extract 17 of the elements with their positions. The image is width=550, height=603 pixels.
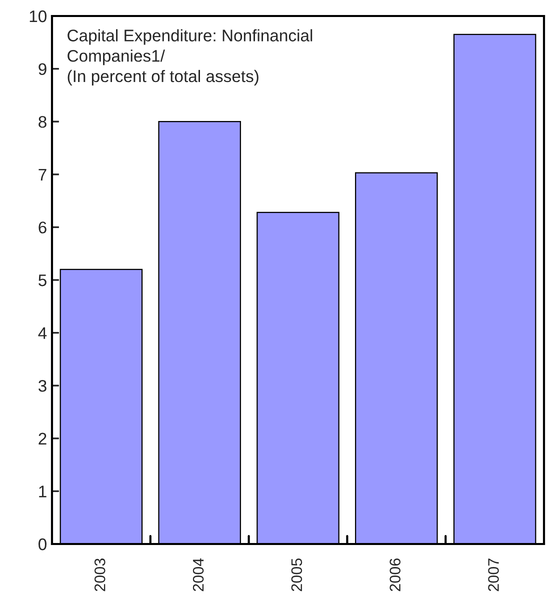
x-tick-label: 2003 [94,558,106,592]
y-tick-label: 6 [38,222,46,234]
y-tick-label: 9 [38,63,46,76]
y-tick-label: 10 [30,10,46,22]
y-tick-label: 5 [38,274,46,286]
x-tick-label: 2007 [488,558,499,592]
y-tick-label: 4 [38,327,47,339]
y-tick-label: 1 [39,486,46,498]
x-tick-label: 2005 [291,558,302,592]
x-tick-label: 2004 [192,558,204,592]
y-tick-label: 0 [38,538,46,550]
y-tick-label: 2 [38,432,46,444]
y-tick-label: 8 [38,116,46,128]
text: Capital Expenditure: Nonfinancial Companies1/ (In percent of total assets) [68,29,312,86]
x-tick-label: 2006 [390,558,400,592]
y-tick-label: 3 [38,380,46,392]
y-tick-label: 7 [38,168,46,180]
